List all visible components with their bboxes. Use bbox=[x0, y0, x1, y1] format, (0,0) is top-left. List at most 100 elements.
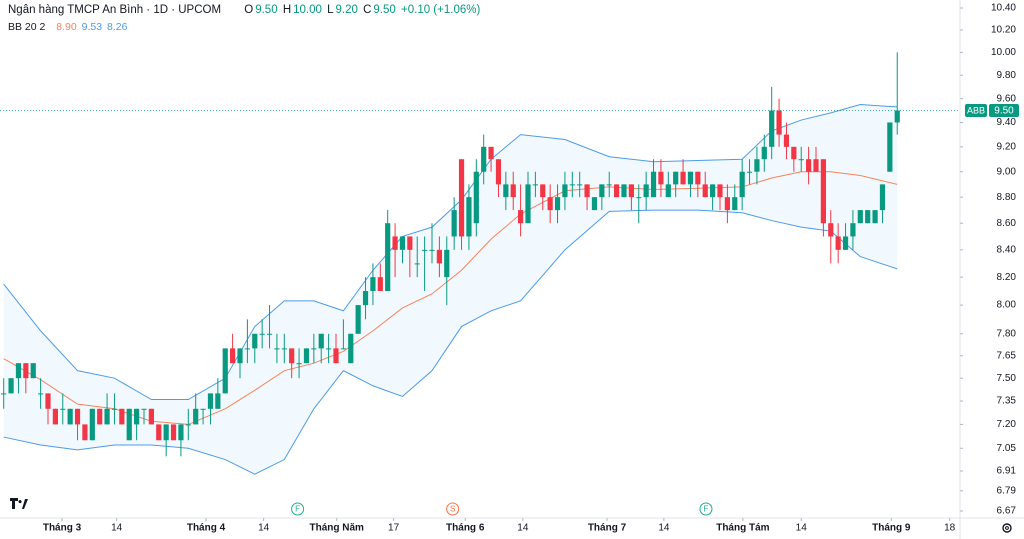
y-tick-label: 8.40 bbox=[997, 244, 1017, 255]
candle-body bbox=[584, 184, 590, 198]
candle-body bbox=[776, 110, 782, 135]
candle-body bbox=[488, 146, 494, 160]
candle-body bbox=[458, 159, 465, 237]
candle-body bbox=[141, 408, 147, 410]
candle-body bbox=[436, 249, 442, 264]
candle-body bbox=[74, 408, 81, 425]
candle-body bbox=[392, 236, 398, 250]
x-tick-label: 14 bbox=[517, 523, 529, 534]
candle-body bbox=[835, 236, 841, 250]
y-tick-label: 9.60 bbox=[997, 93, 1017, 104]
candle-body bbox=[710, 184, 716, 198]
candle-body bbox=[761, 146, 767, 160]
y-tick-label: 7.35 bbox=[997, 396, 1017, 407]
legend-row: Ngân hàng TMCP An Bình · 1D · UPCOM O 9.5… bbox=[8, 4, 482, 16]
tv-logo bbox=[10, 498, 28, 509]
candle-body bbox=[303, 348, 310, 364]
candle-body bbox=[783, 134, 790, 147]
y-tick-label: 8.20 bbox=[997, 272, 1017, 283]
candle-body bbox=[518, 210, 524, 224]
candle-body bbox=[636, 197, 642, 199]
candle-body bbox=[717, 184, 723, 198]
candle-body bbox=[473, 171, 479, 224]
candle-body bbox=[887, 122, 893, 172]
settings-icon[interactable] bbox=[1002, 523, 1012, 533]
candle-body bbox=[207, 393, 214, 409]
candle-body bbox=[185, 424, 191, 426]
y-tick-label: 8.60 bbox=[997, 218, 1017, 229]
candle-body bbox=[178, 424, 184, 441]
candle-body bbox=[38, 393, 44, 395]
x-tick-label: Tháng 6 bbox=[446, 523, 485, 534]
candle-body bbox=[111, 408, 118, 410]
candle-body bbox=[104, 408, 110, 425]
y-tick-label: 7.80 bbox=[997, 328, 1017, 339]
candle-body bbox=[274, 348, 280, 350]
candle-body bbox=[865, 210, 871, 224]
candle-body bbox=[348, 333, 354, 364]
candle-body bbox=[532, 184, 538, 186]
candle-body bbox=[340, 348, 346, 350]
y-tick-label: 8.00 bbox=[997, 300, 1017, 311]
candle-body bbox=[806, 159, 812, 172]
candle-body bbox=[451, 210, 457, 237]
candle-body bbox=[828, 223, 834, 237]
candle-body bbox=[60, 408, 66, 410]
candle-body bbox=[820, 159, 826, 224]
candle-body bbox=[739, 171, 745, 198]
candle-body bbox=[591, 197, 598, 211]
y-tick-label: 10.40 bbox=[991, 3, 1016, 14]
band-line bbox=[3, 171, 898, 425]
candle-body bbox=[326, 348, 332, 350]
candle-body bbox=[746, 171, 753, 173]
candle-body bbox=[119, 408, 125, 425]
candle-body bbox=[658, 171, 664, 185]
candle-body bbox=[481, 146, 487, 172]
h-value: 10.00 bbox=[293, 4, 322, 16]
candle-body bbox=[318, 333, 324, 349]
candle-body bbox=[650, 171, 657, 198]
candle-body bbox=[237, 348, 243, 364]
candle-body bbox=[134, 408, 140, 425]
candle-body bbox=[355, 305, 361, 334]
y-tick-label: 7.65 bbox=[997, 350, 1017, 361]
candle-body bbox=[606, 184, 612, 186]
symbol-tag-label: ABB bbox=[967, 105, 985, 115]
candle-body bbox=[148, 408, 154, 425]
y-tick-label: 7.50 bbox=[997, 373, 1017, 384]
y-tick-label: 10.20 bbox=[991, 25, 1016, 36]
candle-body bbox=[399, 236, 406, 250]
candle-body bbox=[200, 408, 206, 410]
candle-body bbox=[857, 210, 863, 224]
x-tick-label: 14 bbox=[111, 523, 123, 534]
candle-body bbox=[894, 110, 900, 123]
candle-body bbox=[230, 348, 236, 364]
candle-body bbox=[695, 171, 701, 185]
candle-body bbox=[333, 348, 339, 364]
candle-body bbox=[266, 333, 273, 335]
event-marker bbox=[291, 502, 305, 516]
x-tick-label: Tháng 9 bbox=[872, 523, 911, 534]
x-tick-label: Tháng Tám bbox=[716, 523, 769, 534]
c-label: C bbox=[363, 4, 372, 16]
candle-body bbox=[281, 348, 287, 350]
y-tick-label: 8.80 bbox=[997, 192, 1017, 203]
l-value: 9.20 bbox=[335, 4, 358, 16]
candle-body bbox=[673, 171, 679, 185]
candle-body bbox=[872, 210, 878, 224]
candle-body bbox=[724, 197, 730, 211]
x-tick-label: 14 bbox=[796, 523, 808, 534]
candle-body bbox=[15, 363, 22, 379]
x-tick-label: Tháng 7 bbox=[588, 523, 627, 534]
candle-body bbox=[547, 197, 553, 211]
candle-body bbox=[414, 263, 420, 265]
candle-body bbox=[289, 348, 295, 364]
candle-body bbox=[495, 159, 502, 185]
candle-body bbox=[193, 408, 199, 425]
candle-body bbox=[444, 249, 450, 278]
x-tick-label: Tháng Năm bbox=[310, 523, 365, 534]
candle-body bbox=[311, 348, 317, 350]
bb-middle: 8.90 bbox=[56, 21, 77, 33]
h-label: H bbox=[282, 4, 292, 16]
